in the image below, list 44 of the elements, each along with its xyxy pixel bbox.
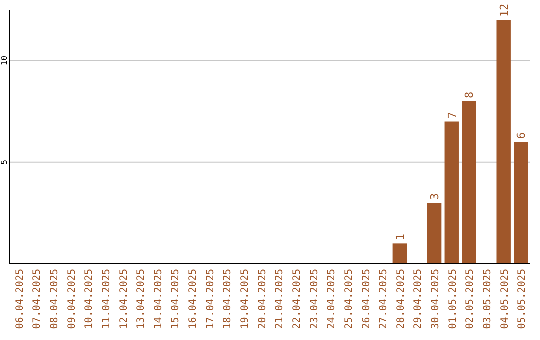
x-tick-label: 10.04.2025 — [84, 269, 96, 330]
x-tick-label: 27.04.2025 — [378, 269, 390, 330]
x-tick-label: 19.04.2025 — [240, 269, 252, 330]
x-tick-label: 22.04.2025 — [292, 269, 303, 330]
x-tick-label: 09.04.2025 — [66, 269, 78, 330]
x-tick-label: 08.04.2025 — [49, 269, 60, 330]
x-tick-label: 21.04.2025 — [274, 269, 286, 330]
x-tick-label: 06.04.2025 — [14, 269, 26, 330]
x-tick-label: 15.04.2025 — [170, 269, 182, 330]
bar — [427, 203, 442, 264]
x-tick-label: 02.05.2025 — [465, 269, 476, 330]
bar — [392, 244, 408, 264]
x-tick-label: 25.04.2025 — [344, 269, 355, 330]
bar — [462, 101, 476, 264]
x-tick-label: 12.04.2025 — [118, 269, 130, 330]
x-tick-label: 13.04.2025 — [136, 269, 148, 330]
x-tick-label: 28.04.2025 — [396, 269, 407, 330]
data-label: 12 — [498, 4, 511, 18]
x-tick-label: 07.04.2025 — [32, 269, 44, 330]
x-tick-label: 16.04.2025 — [188, 269, 200, 330]
x-tick-label: 30.04.2025 — [430, 269, 442, 330]
y-tick-label: 10 — [0, 56, 9, 66]
x-tick-label: 01.05.2025 — [448, 269, 459, 330]
x-tick-label: 11.04.2025 — [101, 269, 112, 330]
data-label: 1 — [394, 234, 407, 241]
x-tick-label: 20.04.2025 — [257, 269, 268, 330]
bar — [444, 122, 459, 264]
x-tick-label: 17.04.2025 — [205, 269, 216, 330]
x-tick-label: 04.05.2025 — [500, 269, 511, 330]
x-tick-label: 18.04.2025 — [222, 269, 234, 330]
data-label: 3 — [428, 193, 442, 200]
data-label: 6 — [515, 132, 528, 140]
data-label: 7 — [446, 112, 459, 119]
y-tick-label: 5 — [0, 160, 9, 165]
x-tick-label: 03.05.2025 — [482, 269, 494, 330]
x-tick-label: 05.05.2025 — [517, 269, 528, 330]
data-label: 8 — [463, 92, 476, 98]
bar — [514, 142, 528, 264]
x-tick-label: 24.04.2025 — [326, 269, 338, 330]
x-tick-label: 14.04.2025 — [153, 269, 164, 330]
bar — [496, 20, 511, 264]
x-tick-label: 23.04.2025 — [309, 269, 320, 330]
x-tick-label: 29.04.2025 — [413, 269, 424, 330]
x-tick-label: 26.04.2025 — [361, 269, 372, 330]
